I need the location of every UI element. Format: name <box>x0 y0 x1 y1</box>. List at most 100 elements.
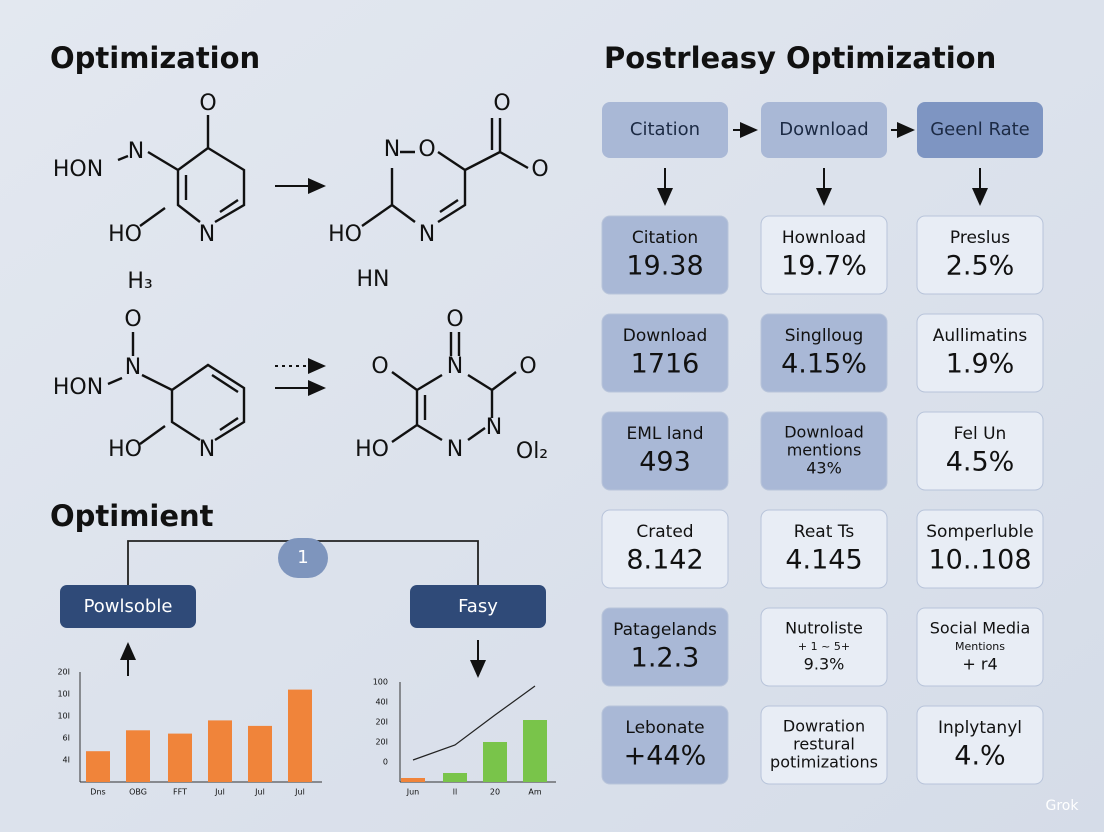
card-label: Patagelands <box>613 620 717 640</box>
x-label: Jul <box>294 788 305 797</box>
y-label: 100 <box>373 678 388 687</box>
card-label: Singllоug <box>785 326 864 346</box>
metric-card <box>760 509 888 589</box>
card-label: + r4 <box>962 655 997 674</box>
card-label: Mentions <box>955 640 1005 653</box>
card-value: +44% <box>624 741 707 772</box>
header-box <box>602 102 728 158</box>
metric-card <box>601 313 729 393</box>
card-value: 19.38 <box>626 251 703 282</box>
metric-card <box>760 313 888 393</box>
header-label: Geenl Rate <box>930 119 1030 140</box>
metric-card <box>760 705 888 785</box>
card-label: 43% <box>806 459 842 478</box>
atom: HO <box>108 437 142 462</box>
y-label: 10I <box>57 690 70 699</box>
watermark: Grok <box>1046 798 1080 814</box>
molecule-4: O O N O HO N N Ol₂ <box>355 307 548 464</box>
atom: N <box>199 222 215 247</box>
y-label: 4I <box>63 756 70 765</box>
metric-card <box>601 509 729 589</box>
header-label: Citation <box>630 119 700 140</box>
atom: O <box>418 137 435 162</box>
atom: O <box>371 354 388 379</box>
atom: N <box>125 355 141 380</box>
card-label: Nutroliste <box>785 619 863 638</box>
node <box>410 585 546 628</box>
x-label: 20 <box>490 788 500 797</box>
molecule-3: O N HON HO N <box>53 307 246 462</box>
y-label: 10I <box>57 712 70 721</box>
atom: O <box>446 307 463 332</box>
card-value: 1.9% <box>946 349 1015 380</box>
card-label: Reat Ts <box>794 522 855 542</box>
y-label: 6I <box>63 734 70 743</box>
card-value: 2.5% <box>946 251 1015 282</box>
card-label: Download <box>623 326 708 346</box>
card-value: 8.142 <box>626 545 703 576</box>
flow-arrows <box>657 122 988 206</box>
atom: HO <box>328 222 362 247</box>
card-label: Hownload <box>782 228 866 248</box>
card-label: Dowration <box>783 717 865 736</box>
metric-card <box>916 607 1044 687</box>
atom: N <box>128 139 144 164</box>
atom: HO <box>355 437 389 462</box>
badge <box>278 538 328 578</box>
atom: H₃ <box>127 269 152 294</box>
card-label: Citation <box>632 228 698 248</box>
molecule-2: O N O O HO N HN <box>328 91 549 292</box>
metric-card <box>916 411 1044 491</box>
x-label: ll <box>453 788 457 797</box>
x-label: Jul <box>254 788 265 797</box>
y-label: 40I <box>375 698 388 707</box>
card-value: 493 <box>639 447 691 478</box>
bar <box>86 751 110 782</box>
card-label: Aullimatins <box>933 326 1028 346</box>
molecule-1: O HON N HO N H₃ <box>53 91 246 294</box>
metric-card <box>760 215 888 295</box>
card-value: 19.7% <box>781 251 867 282</box>
left-title: Optimization <box>50 41 260 75</box>
line <box>412 685 536 761</box>
badge-label: 1 <box>297 547 308 568</box>
header-label: Download <box>779 119 868 140</box>
atom: O <box>531 157 548 182</box>
card-value: 4.15% <box>781 349 867 380</box>
header-box <box>917 102 1043 158</box>
card-value: 1716 <box>631 349 700 380</box>
bar <box>248 725 272 782</box>
section-title: Optimient <box>50 499 214 533</box>
bar <box>483 742 507 782</box>
y-label: 20I <box>375 718 388 727</box>
atom: O <box>493 91 510 116</box>
metric-card <box>601 411 729 491</box>
card-label: EML land <box>627 424 704 444</box>
card-label: Download <box>784 423 864 442</box>
x-label: Dns <box>90 788 105 797</box>
bar <box>168 733 192 782</box>
header-box <box>761 102 887 158</box>
card-label: Social Media <box>930 619 1031 638</box>
atom: HON <box>53 157 103 182</box>
atom: O <box>519 354 536 379</box>
atom: N <box>486 415 502 440</box>
card-value: 4.% <box>954 741 1005 772</box>
atom: HO <box>108 222 142 247</box>
card-label: Lebonate <box>625 718 704 738</box>
metric-card <box>601 215 729 295</box>
bar <box>401 778 425 782</box>
y-label: 0 <box>383 758 388 767</box>
bar <box>523 720 547 782</box>
card-label: restural <box>793 735 855 754</box>
atom: N <box>199 437 215 462</box>
x-label: Jul <box>214 788 225 797</box>
atom: N <box>419 222 435 247</box>
bar <box>288 689 312 782</box>
metric-card <box>601 705 729 785</box>
metric-card <box>916 705 1044 785</box>
card-label: potimizations <box>770 753 878 772</box>
card-value: 1.2.3 <box>631 643 700 674</box>
bar <box>126 730 150 782</box>
